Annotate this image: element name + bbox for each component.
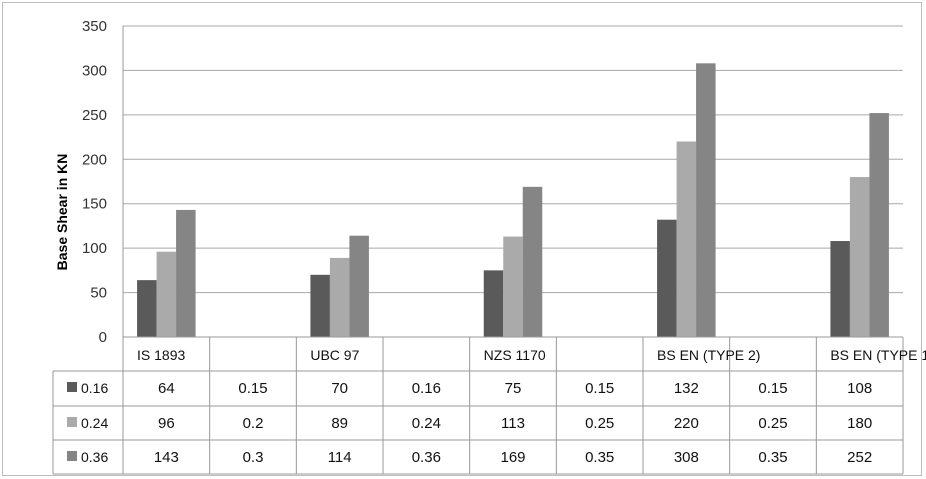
bar xyxy=(657,219,677,337)
legend-label: 0.36 xyxy=(81,449,108,465)
legend-swatch xyxy=(67,417,77,427)
table-cell: 0.15 xyxy=(585,380,614,397)
table-cell: 64 xyxy=(158,380,175,397)
table-cell: 0.35 xyxy=(585,449,614,466)
table-cell: 0.36 xyxy=(412,449,441,466)
bar xyxy=(696,63,716,337)
bar xyxy=(869,113,889,337)
table-cell: 108 xyxy=(847,380,872,397)
bar xyxy=(137,280,157,337)
category-label: BS EN (TYPE 2) xyxy=(657,347,760,363)
table-cell: 0.35 xyxy=(758,449,787,466)
table-cell: 89 xyxy=(331,415,348,432)
y-tick-label: 0 xyxy=(99,329,107,346)
legend-swatch xyxy=(67,382,77,392)
table-cell: 113 xyxy=(501,415,525,432)
bar xyxy=(156,251,177,337)
bar xyxy=(349,235,369,337)
table-cell: 252 xyxy=(847,449,872,466)
table-cell: 308 xyxy=(674,449,699,466)
y-tick-label: 200 xyxy=(82,151,107,168)
table-cell: 0.16 xyxy=(412,380,441,397)
y-axis-label: Base Shear in KN xyxy=(54,154,70,271)
bar xyxy=(310,274,330,337)
bar xyxy=(483,270,504,337)
bar xyxy=(849,177,870,337)
table-cell: 0.25 xyxy=(758,415,787,432)
y-tick-label: 50 xyxy=(90,285,107,302)
category-label: NZS 1170 xyxy=(484,347,546,363)
table-cell: 132 xyxy=(674,380,699,397)
table-cell: 0.25 xyxy=(585,415,614,432)
table-cell: 220 xyxy=(674,415,699,432)
table-cell: 0.24 xyxy=(412,415,441,432)
y-tick-label: 250 xyxy=(82,107,107,124)
table-cell: 96 xyxy=(158,415,175,432)
table-cell: 0.2 xyxy=(243,415,264,432)
table-cell: 0.3 xyxy=(243,449,264,466)
table-cell: 114 xyxy=(328,449,352,466)
bar xyxy=(503,236,523,337)
bar xyxy=(329,257,350,337)
y-tick-label: 300 xyxy=(82,62,107,79)
y-tick-label: 100 xyxy=(82,240,107,257)
y-tick-label: 350 xyxy=(82,18,107,35)
legend-swatch xyxy=(67,451,77,461)
bar xyxy=(830,241,850,337)
bar xyxy=(676,141,697,337)
legend-label: 0.16 xyxy=(81,380,108,396)
table-cell: 0.15 xyxy=(238,380,267,397)
table-cell: 180 xyxy=(847,415,872,432)
table-cell: 70 xyxy=(331,380,348,397)
y-tick-label: 150 xyxy=(82,196,107,213)
table-cell: 143 xyxy=(154,449,179,466)
category-label: IS 1893 xyxy=(137,347,185,363)
legend-label: 0.24 xyxy=(81,415,108,431)
category-label: BS EN (TYPE 1) xyxy=(830,347,926,363)
table-cell: 169 xyxy=(500,449,525,466)
table-cell: 0.15 xyxy=(758,380,787,397)
category-label: UBC 97 xyxy=(310,347,359,363)
bar xyxy=(176,209,196,337)
bar xyxy=(522,186,543,337)
table-cell: 75 xyxy=(505,380,522,397)
